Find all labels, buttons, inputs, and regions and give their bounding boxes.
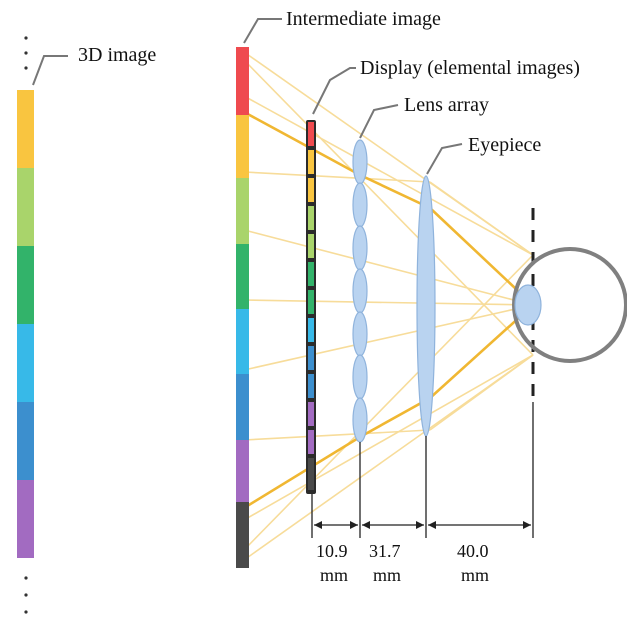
eye [512,208,627,402]
3d-seg-yellow [17,90,34,168]
display-panel: Display (elemental images) [306,57,580,494]
int-seg-green [236,244,249,309]
dimensions: 10.9 mm 31.7 mm 40.0 mm [311,402,534,585]
3d-image-leader [32,55,68,86]
3d-seg-blue [17,402,34,480]
dim-1-unit: mm [320,565,348,585]
3d-seg-purple [17,480,34,558]
intermediate-leader [243,18,282,44]
3d-seg-green [17,246,34,324]
int-seg-cyan [236,309,249,374]
eyeball [512,247,627,363]
dim-3-unit: mm [461,565,489,585]
intermediate-label: Intermediate image [286,8,441,30]
lens-array: Lens array [352,94,489,443]
dim-1-value: 10.9 [316,541,348,561]
bottom-dots [24,576,28,614]
eyepiece-lens [416,175,436,437]
lens-array-label: Lens array [404,94,489,116]
int-seg-blue [236,374,249,440]
eyepiece-leader [426,143,463,175]
3d-image-bar: 3D image [17,36,156,614]
dim-2-unit: mm [373,565,401,585]
display-label: Display (elemental images) [360,57,580,79]
3d-seg-cyan [17,324,34,402]
int-seg-black [236,502,249,568]
dim-3-value: 40.0 [457,541,489,561]
3d-seg-light-green [17,168,34,246]
eyepiece-label: Eyepiece [468,134,541,156]
dim-2-value: 31.7 [369,541,401,561]
light-rays [243,51,534,561]
top-dots [24,36,28,70]
int-seg-red [236,47,249,115]
int-seg-yellow [236,115,249,178]
lens-array-leader [359,104,399,139]
elemental-images [308,122,314,490]
int-seg-light-green [236,178,249,244]
display-leader [312,67,356,115]
eyepiece: Eyepiece [416,134,541,437]
eye-lens [514,284,542,326]
int-seg-purple [236,440,249,502]
intermediate-image-bar: Intermediate image [236,8,441,568]
3d-image-label: 3D image [78,44,156,66]
